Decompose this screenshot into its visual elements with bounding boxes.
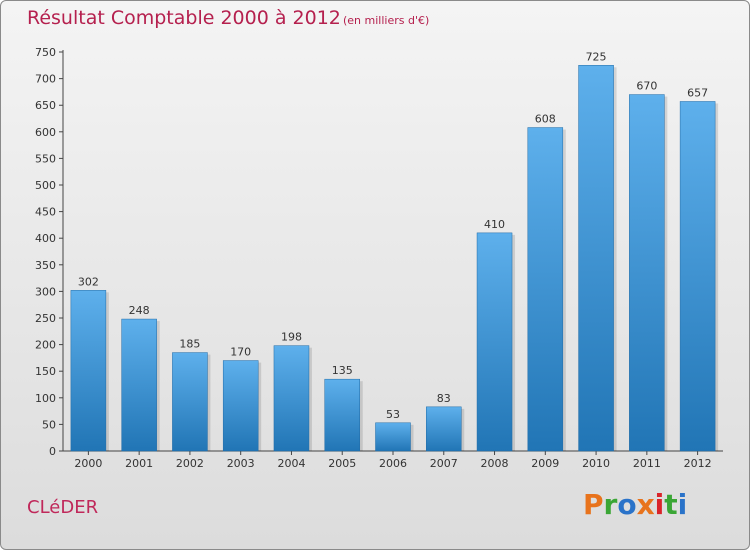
- x-tick-label: 2001: [125, 457, 153, 470]
- y-tick-label: 100: [35, 392, 56, 405]
- y-tick-label: 600: [35, 126, 56, 139]
- chart-title: Résultat Comptable 2000 à 2012: [27, 7, 341, 29]
- x-tick-label: 2002: [176, 457, 204, 470]
- bar-value-label: 83: [437, 392, 451, 405]
- y-tick-label: 400: [35, 232, 56, 245]
- chart-subtitle: (en milliers d'€): [343, 14, 430, 27]
- bar-value-label: 135: [332, 364, 353, 377]
- logo-letter: r: [603, 488, 618, 521]
- y-tick-label: 450: [35, 206, 56, 219]
- bar: [172, 352, 208, 452]
- bar: [476, 232, 513, 452]
- y-tick-label: 50: [42, 418, 56, 431]
- bar: [426, 406, 462, 452]
- logo-letter: o: [617, 488, 637, 521]
- bar: [324, 378, 360, 452]
- bar-value-label: 198: [281, 331, 302, 344]
- bar: [629, 94, 665, 452]
- bar: [273, 345, 310, 452]
- x-tick-label: 2007: [430, 457, 458, 470]
- bar-value-label: 170: [230, 346, 251, 359]
- bar-value-label: 302: [78, 275, 99, 288]
- y-tick-label: 250: [35, 312, 56, 325]
- bar: [527, 127, 564, 452]
- x-tick-label: 2006: [379, 457, 407, 470]
- logo-letter: P: [583, 488, 604, 521]
- x-tick-label: 2005: [328, 457, 356, 470]
- x-tick-label: 2010: [582, 457, 610, 470]
- y-tick-label: 150: [35, 365, 56, 378]
- bar-value-label: 725: [586, 50, 607, 63]
- bar-value-label: 53: [386, 408, 400, 421]
- city-name: CLéDER: [27, 497, 99, 518]
- bar: [121, 318, 157, 452]
- x-tick-label: 2009: [531, 457, 559, 470]
- bar-value-label: 657: [687, 86, 708, 99]
- y-tick-label: 550: [35, 152, 56, 165]
- y-tick-label: 300: [35, 285, 56, 298]
- y-tick-label: 650: [35, 99, 56, 112]
- x-tick-label: 2011: [633, 457, 661, 470]
- x-tick-label: 2004: [277, 457, 305, 470]
- bars: [70, 65, 719, 452]
- x-tick-label: 2003: [227, 457, 255, 470]
- proxiti-logo[interactable]: Proxiti: [583, 488, 687, 521]
- x-tick-label: 2012: [684, 457, 712, 470]
- y-tick-label: 500: [35, 179, 56, 192]
- bar: [679, 101, 716, 452]
- x-tick-label: 2000: [74, 457, 102, 470]
- bar: [222, 360, 259, 452]
- logo-letter: t: [664, 488, 678, 521]
- y-tick-label: 0: [49, 445, 56, 458]
- bar-value-label: 185: [179, 338, 200, 351]
- y-tick-label: 750: [35, 46, 56, 59]
- logo-letter: x: [636, 488, 655, 521]
- bar-value-label: 410: [484, 218, 505, 231]
- bar: [375, 422, 411, 452]
- bar: [578, 65, 614, 452]
- bar-value-label: 670: [636, 80, 657, 93]
- y-tick-label: 350: [35, 259, 56, 272]
- y-tick-label: 200: [35, 339, 56, 352]
- logo-letter: i: [677, 488, 688, 521]
- bar-value-label: 608: [535, 113, 556, 126]
- bar-value-label: 248: [129, 304, 150, 317]
- x-tick-label: 2008: [481, 457, 509, 470]
- bar: [70, 290, 107, 452]
- labels: 302 2000 248 2001 185 2002 170 2003 198 2004 135 20…: [74, 50, 711, 470]
- logo-letter: i: [654, 488, 665, 521]
- y-tick-label: 700: [35, 73, 56, 86]
